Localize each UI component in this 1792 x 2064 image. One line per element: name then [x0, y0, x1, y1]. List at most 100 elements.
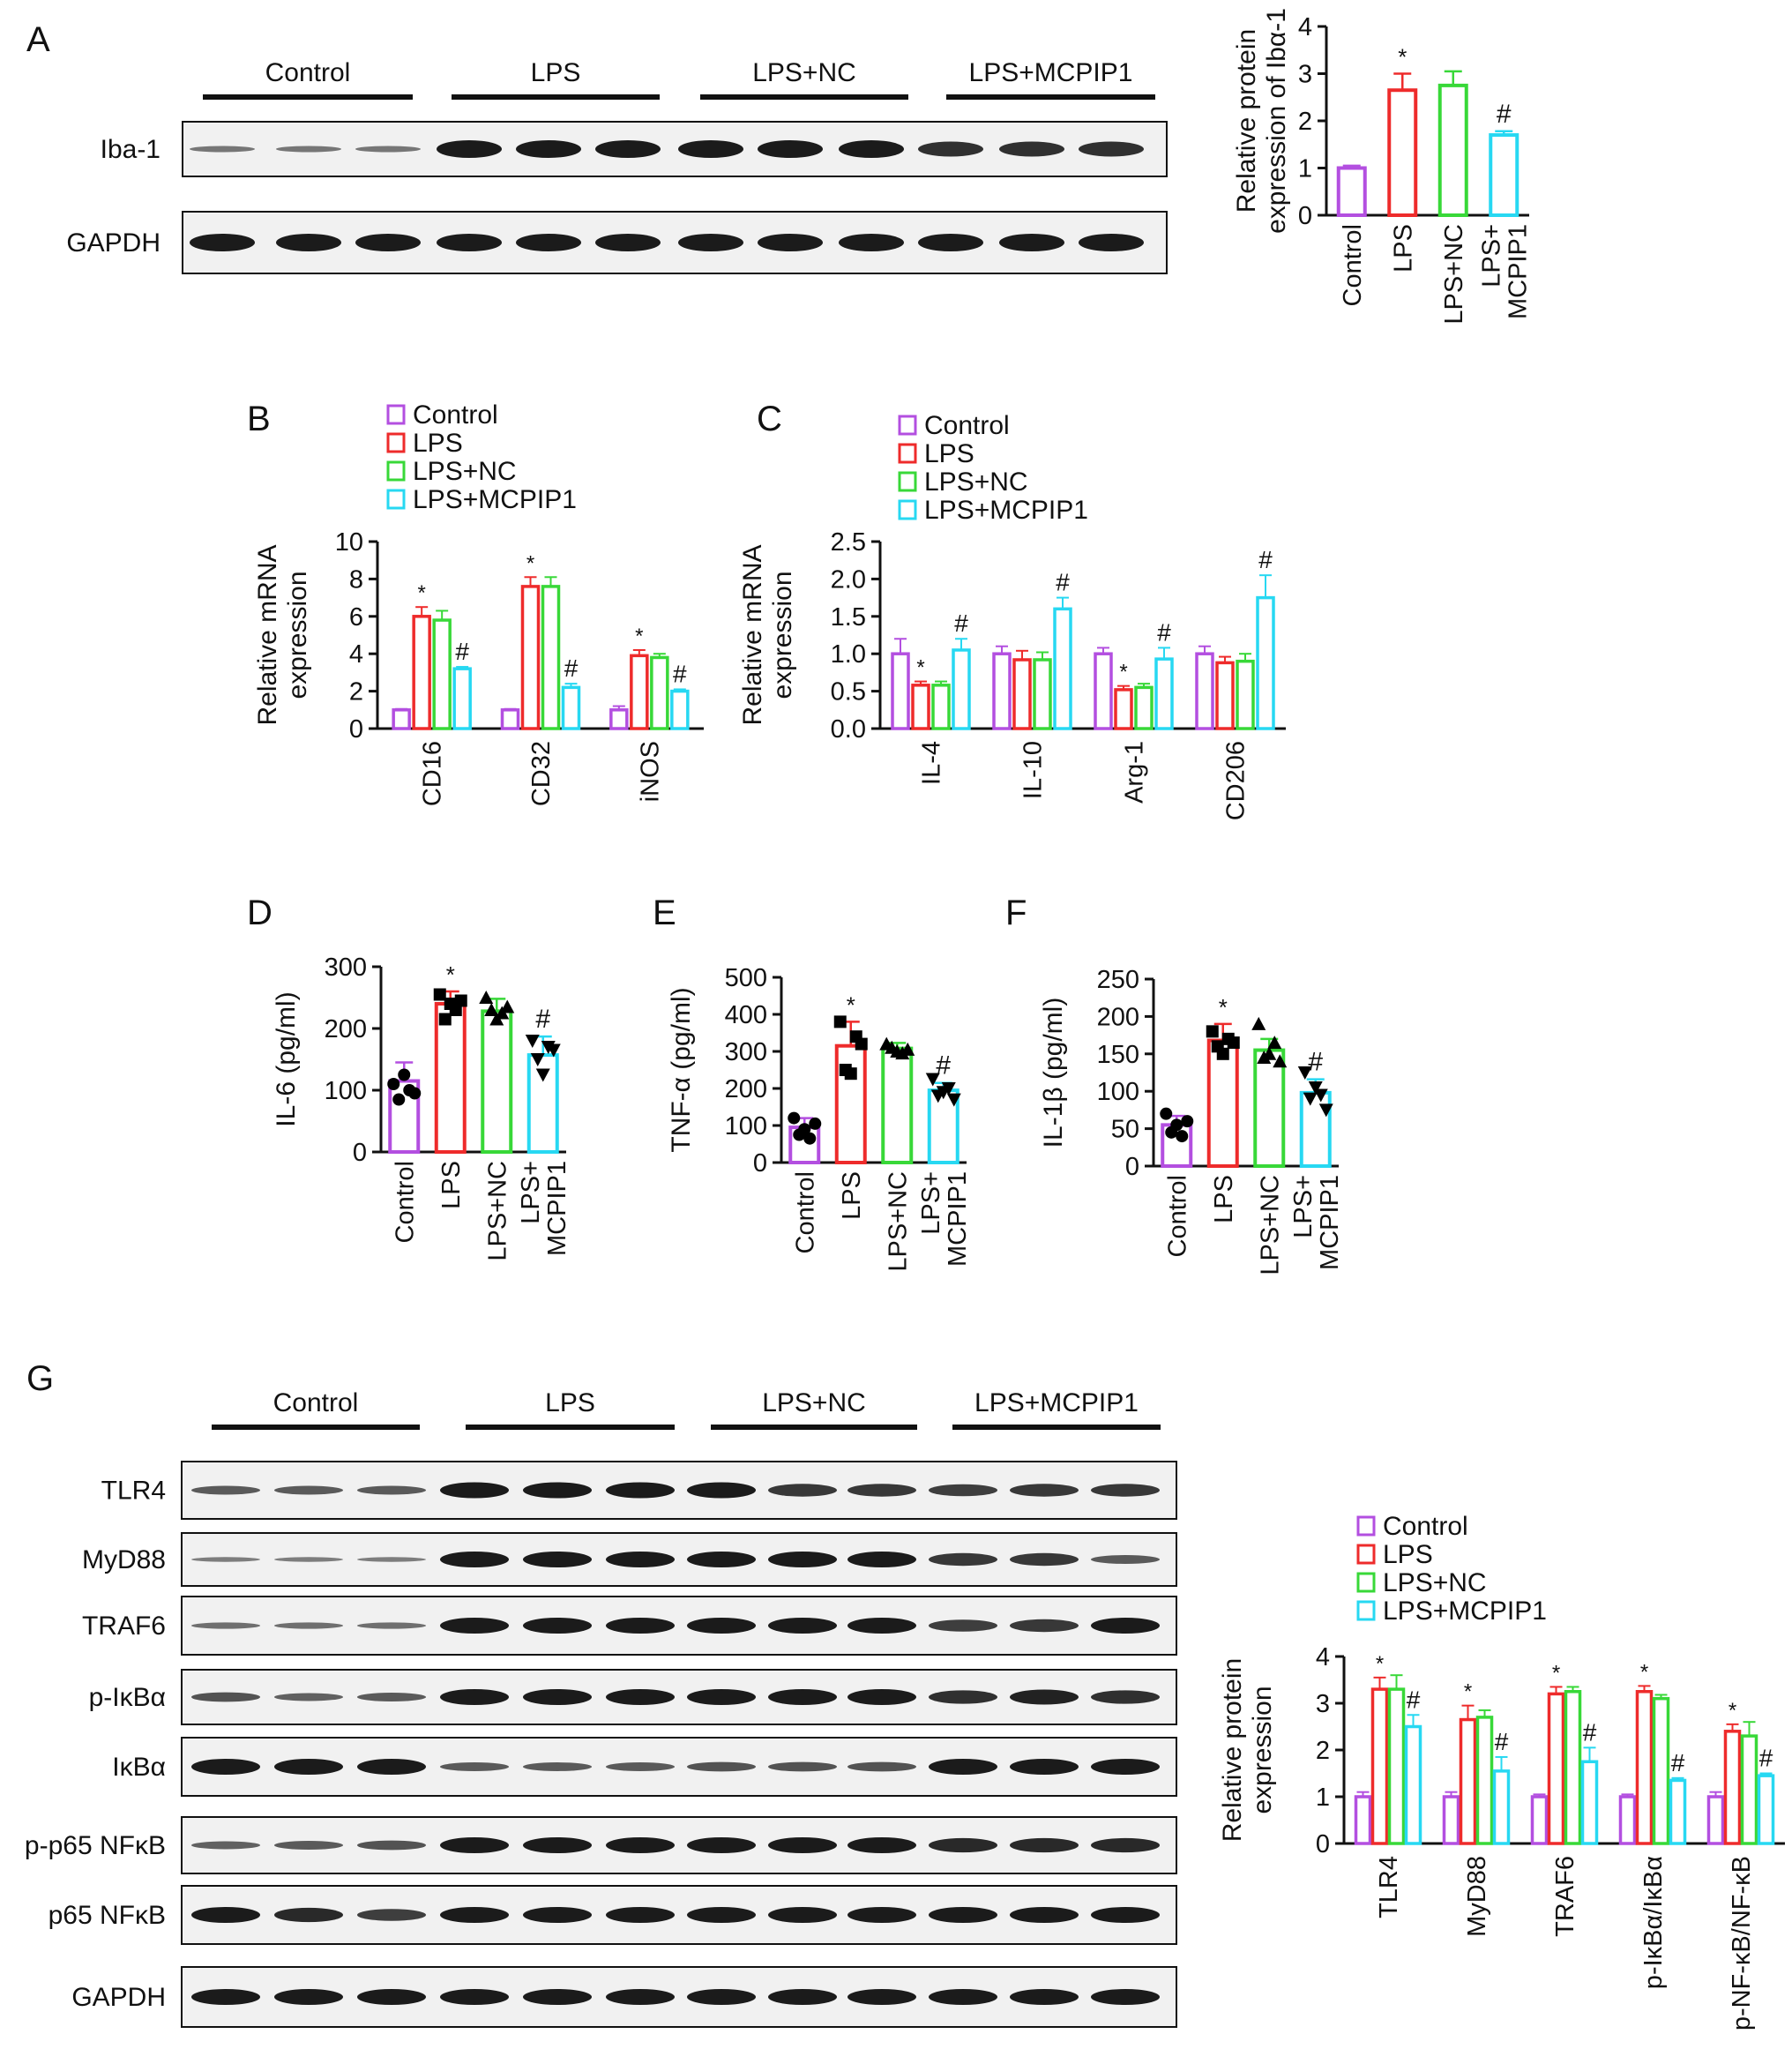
bar-lps-nc: [881, 1046, 914, 1165]
panel-letters: A B C D E F G: [26, 20, 1027, 1398]
bar-lps: [1387, 88, 1418, 217]
blot-band: [523, 1762, 592, 1771]
y-axis-label: Relative protein: [1218, 1658, 1247, 1842]
bar-lps-nc-traf6: [1564, 1690, 1582, 1845]
x-tick-label-p-i-b-i-b: p-IκBα/IκBα: [1639, 1856, 1668, 1989]
legend-swatch-control: [1356, 1515, 1376, 1537]
significance-mark: *: [526, 551, 534, 575]
blot-band: [839, 140, 904, 158]
significance-mark: *: [1376, 1652, 1384, 1676]
x-tick-label-myd88: MyD88: [1463, 1856, 1491, 1937]
y-tick-label: 0: [1298, 202, 1312, 230]
y-tick-label: 100: [1097, 1078, 1139, 1106]
bar-lps-il-10: [1012, 658, 1032, 730]
chart-d: 0 100 200 300 IL-6 (pg/ml) Control * LPS LPS+NC #…: [272, 953, 571, 1261]
chart-a: 0 1 2 3 4 Relative protein expression of Ibα-1…: [1232, 8, 1532, 325]
blot-band: [357, 1557, 426, 1562]
bar-lps-mcpip1-p-nf-b-nf-b: [1757, 1774, 1775, 1845]
blot-band: [355, 146, 421, 153]
bar-lps-mcpip1-tlr4: [1404, 1724, 1422, 1845]
bar-lps: [434, 1002, 467, 1154]
y-tick-label: 4: [349, 640, 363, 669]
y-tick-label: 200: [1097, 1003, 1139, 1031]
x-tick-label: LPS+NC: [1256, 1175, 1284, 1275]
blot-band: [523, 1482, 592, 1499]
legend-swatch-control: [898, 415, 917, 436]
blot-row-label-p-p65-nf-b: p-p65 NFκB: [25, 1831, 166, 1860]
blot-row-label-traf6: TRAF6: [82, 1612, 166, 1641]
data-point: [1160, 1107, 1173, 1120]
blot-band: [687, 1689, 756, 1705]
blot-band: [1010, 1552, 1079, 1567]
blot-band: [1010, 1837, 1079, 1853]
x-tick-label-arg-1: Arg-1: [1121, 741, 1149, 804]
bar-lps-mcpip1-myd88: [1492, 1769, 1511, 1845]
bar-lps-p-i-b-i-b: [1635, 1690, 1654, 1845]
blot-band: [190, 234, 255, 251]
data-point: [833, 1015, 847, 1028]
y-axis-label: expression of Ibα-1: [1262, 8, 1291, 234]
blot-band: [1010, 1989, 1079, 2005]
significance-mark: #: [1258, 546, 1273, 573]
significance-mark: #: [564, 654, 579, 682]
legend-swatch-lps-mcpip1: [898, 499, 917, 520]
y-tick-label: 200: [325, 1015, 367, 1043]
data-point: [479, 991, 494, 1004]
blot-band: [1091, 1907, 1160, 1923]
y-axis-label: expression: [1248, 1686, 1277, 1813]
significance-mark: *: [1729, 1699, 1736, 1723]
blot-row-label-p65-nf-b: p65 NFκB: [49, 1901, 166, 1930]
y-tick-label: 100: [325, 1077, 367, 1105]
x-tick-label: MCPIP1: [944, 1171, 972, 1267]
x-tick-label-p-nf-b-nf-b: p-NF-κB/NF-κB: [1728, 1856, 1756, 2030]
data-point: [1262, 1046, 1277, 1060]
blot-band: [516, 234, 581, 251]
y-tick-label: 200: [725, 1075, 767, 1103]
x-tick-label: LPS: [1210, 1175, 1238, 1223]
data-point: [1303, 1092, 1318, 1106]
blot-band: [274, 1841, 343, 1850]
chart-g: 0 1 2 3 4 Relative protein expression * # TLR4 * # M…: [1218, 1512, 1785, 2030]
bar-lps-mcpip1-arg-1: [1154, 657, 1174, 730]
y-tick-label: 4: [1316, 1643, 1330, 1671]
blot-band: [191, 1622, 260, 1629]
bar-lps-nc-p-i-b-i-b: [1652, 1696, 1670, 1845]
x-tick-label-traf6: TRAF6: [1551, 1856, 1579, 1937]
y-axis-label: expression: [768, 571, 797, 699]
data-point: [900, 1042, 915, 1056]
legend-label-control: Control: [413, 400, 498, 430]
blot-band: [847, 1689, 916, 1705]
legend-swatch-lps-mcpip1: [1356, 1600, 1376, 1621]
data-point: [438, 1013, 452, 1026]
data-point: [1206, 1025, 1219, 1038]
y-tick-label: 1.5: [831, 603, 866, 632]
x-tick-label: Control: [791, 1171, 819, 1254]
blot-band: [357, 1622, 426, 1629]
bar-lps-cd206: [1215, 661, 1235, 730]
bar-lps-nc-arg-1: [1134, 685, 1154, 730]
x-tick-label-tlr4: TLR4: [1375, 1856, 1403, 1918]
significance-mark: #: [1671, 1749, 1685, 1776]
y-tick-label: 100: [725, 1112, 767, 1140]
data-point: [809, 1117, 822, 1130]
blot-band: [355, 234, 421, 251]
blot-band: [847, 1989, 916, 2005]
significance-mark: *: [847, 991, 855, 1018]
blot-band: [274, 1485, 343, 1495]
legend-label-lps-nc: LPS+NC: [924, 467, 1028, 497]
bar-lps-nc-inos: [650, 655, 669, 730]
blot-band: [606, 1552, 675, 1567]
x-tick-label-cd32: CD32: [527, 741, 556, 806]
x-tick-label: LPS: [437, 1161, 466, 1209]
blot-band: [357, 1909, 426, 1921]
blot-band: [768, 1989, 837, 2005]
blot-band: [440, 1989, 509, 2005]
blot-band: [437, 140, 502, 158]
blot-band: [768, 1761, 837, 1772]
bar-control-tlr4: [1354, 1795, 1372, 1845]
blot-band: [929, 1759, 997, 1775]
data-point: [798, 1123, 811, 1136]
blot-band: [929, 1690, 997, 1704]
bar-lps: [834, 1043, 867, 1164]
legend-label-lps-nc: LPS+NC: [1383, 1568, 1487, 1597]
